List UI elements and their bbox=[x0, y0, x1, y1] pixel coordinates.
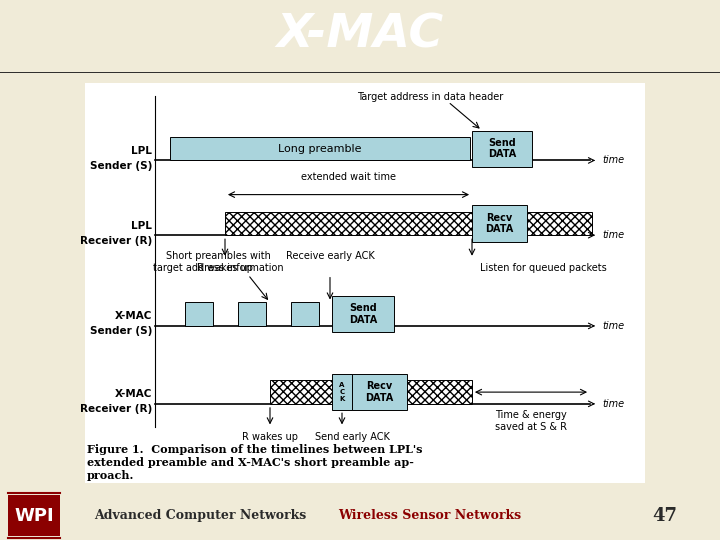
Text: time: time bbox=[602, 156, 624, 165]
Bar bbox=[472, 205, 527, 241]
Bar bbox=[185, 302, 213, 326]
Bar bbox=[270, 380, 332, 404]
Text: Receiver (R): Receiver (R) bbox=[80, 404, 152, 414]
Bar bbox=[527, 212, 592, 235]
Text: time: time bbox=[602, 321, 624, 331]
Bar bbox=[352, 374, 407, 410]
Text: X-MAC: X-MAC bbox=[114, 312, 152, 321]
Bar bbox=[170, 137, 470, 160]
Text: 47: 47 bbox=[652, 507, 678, 525]
Text: Send early ACK: Send early ACK bbox=[315, 431, 390, 442]
Text: time: time bbox=[602, 399, 624, 409]
Bar bbox=[238, 302, 266, 326]
Bar bbox=[85, 83, 645, 483]
Text: Figure 1.  Comparison of the timelines between LPL's
extended preamble and X-MAC: Figure 1. Comparison of the timelines be… bbox=[87, 444, 423, 481]
Text: R wakes up: R wakes up bbox=[197, 263, 253, 273]
Bar bbox=[291, 302, 319, 326]
Text: Short preambles with
target address information: Short preambles with target address info… bbox=[153, 251, 283, 273]
Text: Send
DATA: Send DATA bbox=[488, 138, 516, 159]
Text: Recv
DATA: Recv DATA bbox=[365, 381, 394, 403]
Text: extended wait time: extended wait time bbox=[301, 172, 396, 182]
Text: Long preamble: Long preamble bbox=[278, 144, 361, 154]
Bar bbox=[332, 296, 394, 332]
Text: LPL: LPL bbox=[131, 146, 152, 156]
Text: WPI: WPI bbox=[14, 507, 54, 525]
Text: Listen for queued packets: Listen for queued packets bbox=[480, 263, 607, 273]
Bar bbox=[225, 212, 472, 235]
Bar bbox=[472, 131, 532, 167]
Text: LPL: LPL bbox=[131, 220, 152, 231]
Text: time: time bbox=[602, 230, 624, 240]
Text: A
C
K: A C K bbox=[339, 382, 345, 402]
Text: Send
DATA: Send DATA bbox=[349, 303, 377, 325]
Text: Advanced Computer Networks: Advanced Computer Networks bbox=[94, 509, 306, 522]
Text: Receiver (R): Receiver (R) bbox=[80, 235, 152, 246]
Text: Recv
DATA: Recv DATA bbox=[485, 213, 513, 234]
Text: Time & energy
saved at S & R: Time & energy saved at S & R bbox=[495, 410, 567, 432]
Text: Sender (S): Sender (S) bbox=[89, 161, 152, 171]
Text: X-MAC: X-MAC bbox=[276, 12, 444, 57]
Bar bbox=[332, 374, 352, 410]
Text: Wireless Sensor Networks: Wireless Sensor Networks bbox=[338, 509, 521, 522]
Text: Target address in data header: Target address in data header bbox=[357, 92, 503, 102]
Bar bbox=[8, 496, 60, 536]
Text: Sender (S): Sender (S) bbox=[89, 326, 152, 336]
Bar bbox=[407, 380, 472, 404]
Text: Receive early ACK: Receive early ACK bbox=[286, 251, 374, 261]
Text: R wakes up: R wakes up bbox=[242, 431, 298, 442]
Text: X-MAC: X-MAC bbox=[114, 389, 152, 399]
